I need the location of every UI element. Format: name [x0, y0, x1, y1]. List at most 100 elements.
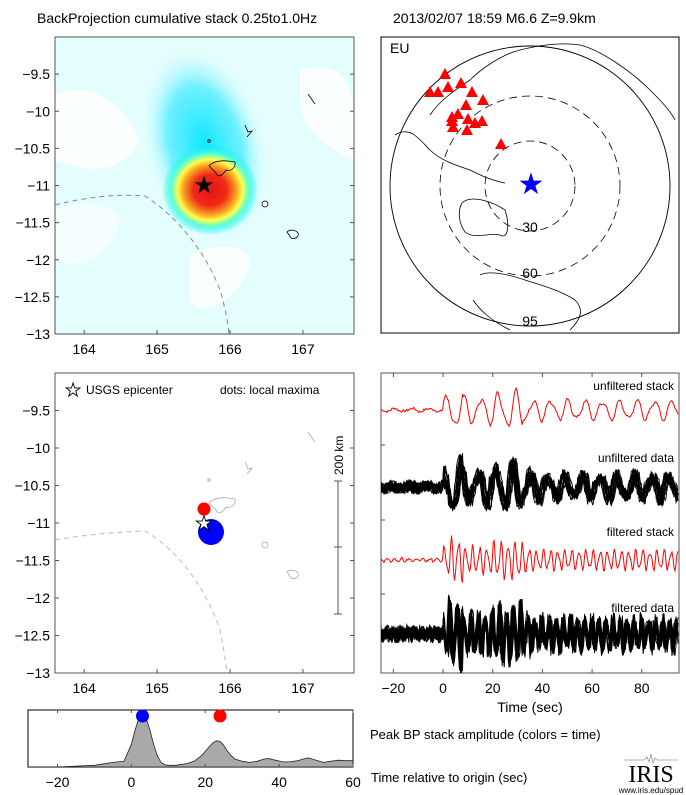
amplitude-frame [27, 709, 354, 768]
plate-boundary [55, 530, 228, 673]
ring-label-95: 95 [522, 313, 538, 329]
station-triangle-icon [495, 138, 507, 149]
seismic-wave-icon [624, 753, 678, 764]
scale-bar-label: 200 km [332, 436, 346, 475]
station-triangle-icon [447, 121, 459, 132]
trace-label-filtered-data: filtered data [611, 601, 674, 615]
iris-logo-name: IRIS [628, 762, 674, 788]
y-tick-label: −12.5 [15, 628, 51, 644]
epicenter-star-icon: ★ [193, 172, 215, 199]
x-tick-label: 167 [291, 680, 315, 696]
left-title: BackProjection cumulative stack 0.25to1.… [37, 10, 318, 26]
amplitude-marker [213, 709, 227, 723]
heatmap-low-region [190, 246, 250, 308]
iris-logo-url: www.iris.edu/spud [618, 786, 684, 795]
x-tick-label: 167 [291, 341, 315, 357]
y-tick-label: −13 [26, 326, 50, 342]
coastlines [207, 431, 316, 579]
amplitude-panel [27, 709, 354, 768]
local-maximum-early [198, 519, 224, 545]
stations [424, 68, 507, 149]
seismogram-trace [381, 454, 679, 508]
local-maxima-panel: ★ ★ USGS epicenter dots: local maxima 20… [54, 372, 355, 674]
axes: 164 165 166 167 −9.5 −10 −10.5 −11 −11.5 −12 −12.5… [15, 66, 650, 790]
x-tick-label: 60 [345, 774, 361, 790]
ring-label-30: 30 [522, 219, 538, 235]
x-tick-label: 80 [634, 680, 650, 696]
x-tick-label: −20 [382, 680, 406, 696]
x-tick-label: 60 [584, 680, 600, 696]
epicenter-star-icon: ★ [518, 168, 545, 201]
station-triangle-icon [442, 81, 454, 92]
seismogram-trace [381, 535, 679, 583]
x-tick-label: 166 [218, 341, 242, 357]
station-triangle-icon [461, 124, 473, 135]
coastlines [207, 93, 316, 239]
station-triangle-icon [462, 113, 474, 124]
amplitude-markers [135, 709, 227, 723]
local-maximum-late [197, 502, 211, 516]
seismogram-trace [381, 594, 679, 668]
station-triangle-icon [452, 108, 464, 119]
right-title: 2013/02/07 18:59 M6.6 Z=9.9km [393, 10, 596, 26]
x-tick-label: −20 [46, 774, 70, 790]
x-tick-label: 165 [145, 341, 169, 357]
trace-label-unfiltered-stack: unfiltered stack [593, 379, 675, 393]
distance-ring-30 [484, 140, 576, 232]
amplitude-xlabel: Time relative to origin (sec) [371, 770, 528, 785]
time-axis-label: Time (sec) [497, 699, 563, 715]
y-tick-label: −11.5 [16, 553, 51, 569]
heatmap-low-region [300, 67, 354, 160]
iris-logo: IRIS www.iris.edu/spud [616, 752, 686, 795]
station-triangle-icon [466, 86, 478, 97]
distance-ring-60 [439, 95, 621, 277]
station-triangle-icon [432, 86, 444, 97]
y-tick-label: −10 [26, 103, 50, 119]
station-map-frame [380, 36, 680, 334]
y-tick-label: −11 [27, 178, 50, 194]
amplitude-marker [135, 709, 149, 723]
x-tick-label: 20 [197, 774, 213, 790]
y-tick-label: −10.5 [15, 140, 51, 156]
heatmap-panel: ★ [54, 36, 355, 335]
x-tick-label: 20 [485, 680, 501, 696]
y-tick-label: −9.5 [22, 403, 50, 419]
trace-label-unfiltered-data: unfiltered data [598, 451, 674, 465]
y-tick-label: −12.5 [15, 289, 51, 305]
x-tick-label: 40 [535, 680, 551, 696]
legend-star-icon: ★ [65, 380, 81, 400]
station-map-panel: EU ★ 30 60 95 [380, 36, 680, 334]
network-label: EU [390, 40, 409, 56]
y-tick-label: −11 [27, 515, 50, 531]
y-tick-label: −11.5 [16, 215, 51, 231]
seismogram-trace [381, 386, 679, 428]
heatmap-low-region [55, 203, 120, 264]
traces [381, 386, 679, 673]
epicenter-star-icon: ★ [195, 513, 213, 535]
y-tick-label: −12 [26, 252, 50, 268]
y-tick-label: −10 [26, 440, 50, 456]
y-tick-label: −10.5 [15, 478, 51, 494]
scale-bar [334, 480, 342, 615]
x-tick-label: 166 [218, 680, 242, 696]
amplitude-title: Peak BP stack amplitude (colors = time) [370, 727, 601, 742]
plate-boundary [55, 194, 230, 334]
x-tick-label: 0 [439, 680, 447, 696]
legend-dots-label: dots: local maxima [220, 383, 320, 397]
x-tick-label: 40 [271, 774, 287, 790]
seismogram-panel: unfiltered stack unfiltered data filtere… [380, 372, 680, 715]
ring-label-60: 60 [522, 265, 538, 281]
station-triangle-icon [476, 115, 488, 126]
continents [394, 43, 676, 331]
y-tick-label: −9.5 [22, 66, 50, 82]
y-tick-label: −13 [26, 665, 50, 681]
x-tick-label: 164 [72, 680, 96, 696]
x-tick-label: 164 [72, 341, 96, 357]
station-triangle-icon [424, 86, 436, 97]
station-triangle-icon [477, 94, 489, 105]
heatmap-low-region [55, 90, 140, 169]
station-triangle-icon [455, 77, 467, 88]
station-triangle-icon [439, 68, 451, 79]
station-triangle-icon [446, 111, 458, 122]
